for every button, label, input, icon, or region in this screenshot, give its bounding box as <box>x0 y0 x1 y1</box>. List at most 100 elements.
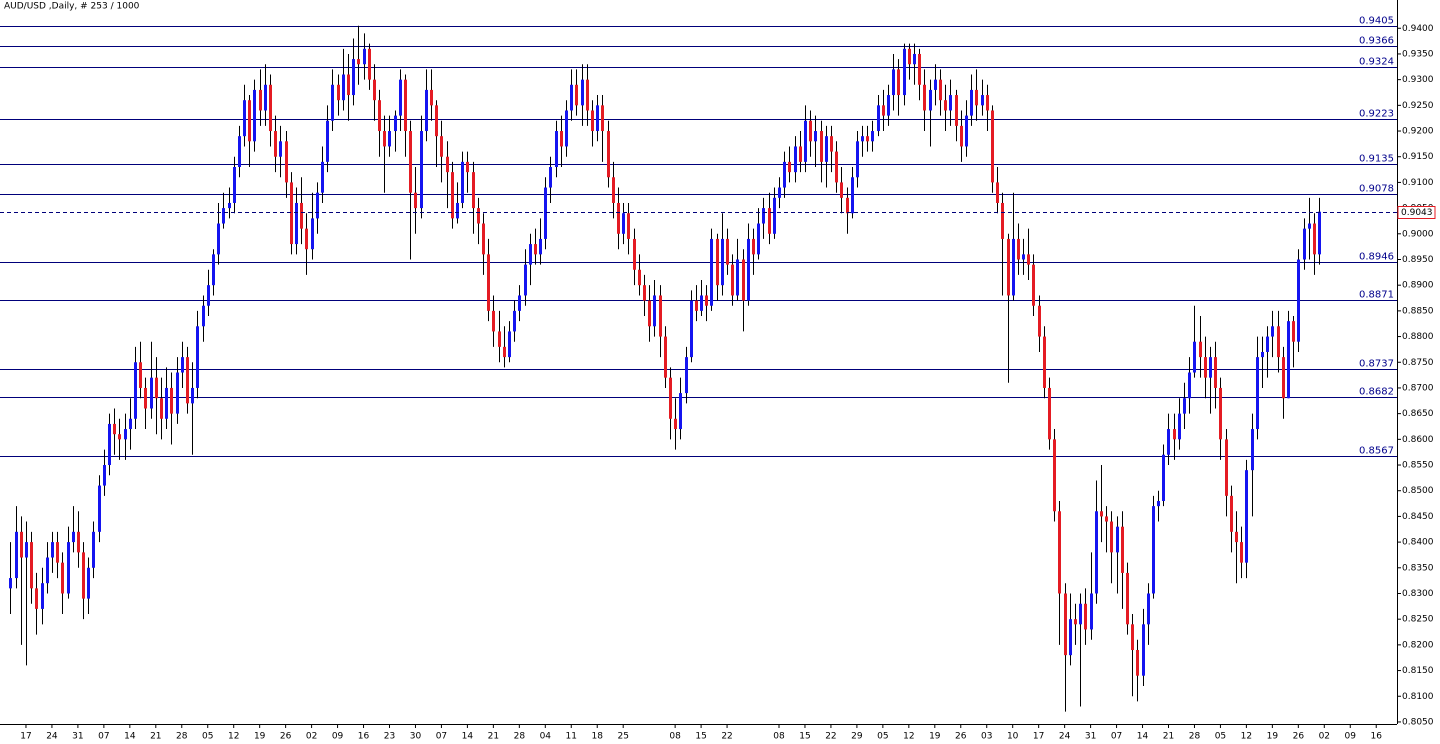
candle-body <box>160 398 163 419</box>
candle-body <box>503 346 506 358</box>
candle-body <box>414 192 417 209</box>
candle-body <box>124 429 127 440</box>
candle-body <box>67 542 70 594</box>
x-tick-label: 05 <box>1215 732 1226 742</box>
candle-body <box>986 95 989 111</box>
candle-body <box>892 69 895 96</box>
candle-body <box>311 218 314 250</box>
candle-body <box>87 567 90 599</box>
x-tick-label: 12 <box>1241 732 1252 742</box>
candle-body <box>981 95 984 106</box>
y-tick-label: 0.8400 <box>1402 538 1434 548</box>
candle-body <box>92 531 95 568</box>
candle-body <box>108 423 111 466</box>
level-label: 0.9324 <box>1359 57 1394 68</box>
candle-body <box>279 141 282 157</box>
x-tick-label: 05 <box>202 732 213 742</box>
candle-body <box>944 100 947 111</box>
candle-body <box>555 131 558 167</box>
y-tick-label: 0.9200 <box>1402 127 1434 137</box>
candle-body <box>846 197 849 214</box>
candle-body <box>35 588 38 609</box>
candle-body <box>830 136 833 152</box>
x-tick-label: 23 <box>384 732 395 742</box>
candle-body <box>949 95 952 111</box>
x-tick-label: 07 <box>436 732 447 742</box>
candle-body <box>1095 511 1098 594</box>
candle-body <box>549 166 552 188</box>
candle-body <box>882 105 885 116</box>
candle-body <box>1027 254 1030 265</box>
x-tick-label: 28 <box>1189 732 1201 742</box>
candle-body <box>165 387 168 419</box>
candle-body <box>861 136 864 142</box>
candle-body <box>939 79 942 101</box>
candle-body <box>30 542 33 589</box>
candle-body <box>1188 372 1191 399</box>
candle-body <box>77 531 80 553</box>
candle-body <box>326 120 329 162</box>
candle-body <box>1053 439 1056 512</box>
candle-body <box>586 79 589 111</box>
candle-body <box>524 264 527 296</box>
y-tick-label: 0.8650 <box>1402 409 1434 419</box>
candle-body <box>508 331 511 358</box>
candle-body <box>1142 624 1145 676</box>
candle-body <box>1313 223 1316 255</box>
x-tick-label: 19 <box>1267 732 1279 742</box>
candle-body <box>253 89 256 142</box>
x-tick-label: 22 <box>721 732 732 742</box>
candle-body <box>705 295 708 306</box>
candle-body <box>1178 413 1181 440</box>
candle-body <box>82 552 85 599</box>
y-tick-label: 0.8500 <box>1402 486 1434 496</box>
candle-body <box>1261 351 1264 358</box>
level-label: 0.8946 <box>1359 252 1394 263</box>
candle-body <box>809 120 812 142</box>
candle-body <box>1287 321 1290 399</box>
candle-body <box>51 542 54 558</box>
candle-body <box>1131 624 1134 651</box>
candle-body <box>259 89 262 111</box>
x-tick-label: 14 <box>462 732 474 742</box>
y-tick-label: 0.9400 <box>1402 24 1434 34</box>
candle-body <box>975 89 978 106</box>
candle-body <box>1297 259 1300 342</box>
candle-body <box>144 387 147 409</box>
level-label: 0.8682 <box>1359 387 1394 398</box>
candle-body <box>228 202 231 209</box>
candle-body <box>1199 341 1202 358</box>
candle-body <box>1173 429 1176 440</box>
candle-body <box>9 578 12 589</box>
candle-body <box>778 187 781 198</box>
candle-body <box>731 264 734 296</box>
candle-body <box>1038 305 1041 337</box>
x-tick-label: 26 <box>280 732 292 742</box>
x-tick-label: 11 <box>566 732 577 742</box>
candle-body <box>20 531 23 558</box>
candle-body <box>248 100 251 142</box>
x-tick-label: 31 <box>72 732 83 742</box>
x-tick-label: 19 <box>254 732 266 742</box>
y-tick-label: 0.8700 <box>1402 383 1434 393</box>
candle-body <box>929 89 932 111</box>
candle-body <box>721 238 724 286</box>
y-tick-label: 0.8250 <box>1402 615 1434 625</box>
candle-body <box>871 131 874 142</box>
x-tick-label: 09 <box>1345 732 1357 742</box>
candle-body <box>129 418 132 430</box>
candle-body <box>357 59 360 65</box>
candle-body <box>25 542 28 558</box>
candle-body <box>794 146 797 173</box>
candle-body <box>155 377 158 399</box>
candle-body <box>72 531 75 543</box>
candle-body <box>840 182 843 198</box>
candle-body <box>1074 619 1077 625</box>
candle-body <box>113 423 116 435</box>
candle-body <box>378 100 381 132</box>
x-tick-label: 02 <box>1319 732 1330 742</box>
y-tick-label: 0.8950 <box>1402 255 1434 265</box>
candle-body <box>1308 223 1311 229</box>
candle-body <box>1084 603 1087 630</box>
